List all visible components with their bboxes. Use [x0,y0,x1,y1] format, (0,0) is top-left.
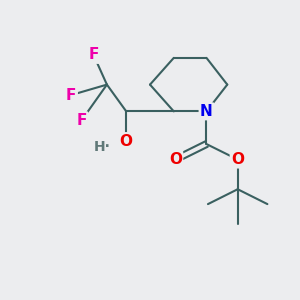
Text: O: O [169,152,182,167]
Text: O: O [231,152,244,167]
Text: F: F [66,88,76,103]
Text: H·: H· [94,140,111,154]
Text: F: F [88,47,99,62]
Text: N: N [200,104,213,119]
Text: F: F [76,113,87,128]
Text: O: O [120,134,133,148]
